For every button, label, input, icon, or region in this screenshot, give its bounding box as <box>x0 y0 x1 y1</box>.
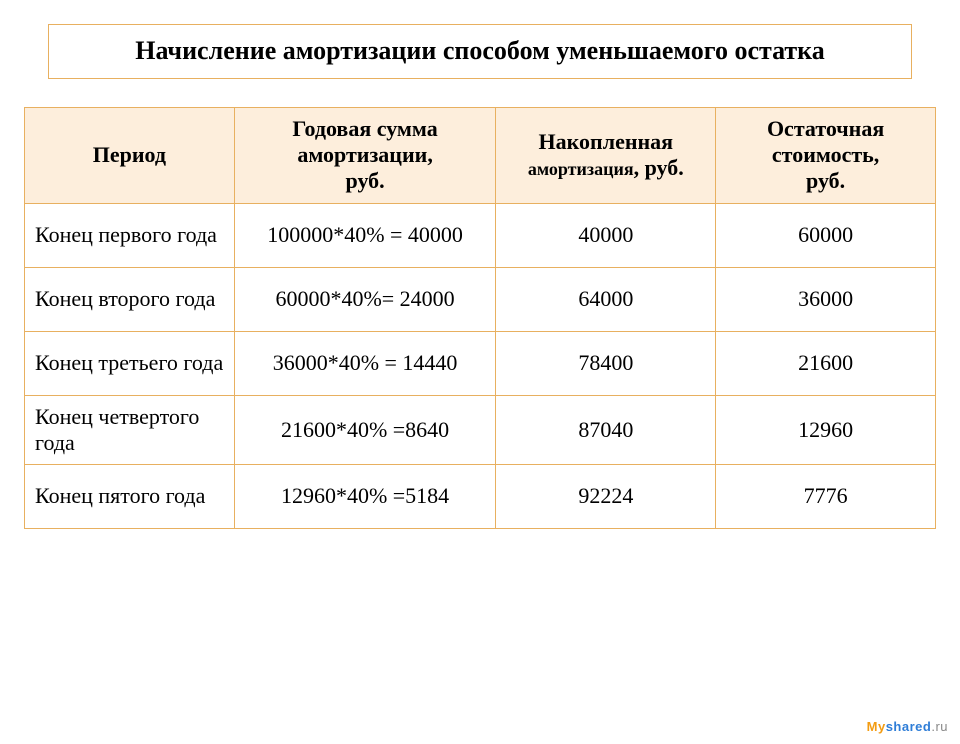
watermark-shared: shared <box>886 719 932 734</box>
col-header-accum-l2: амортизация <box>528 159 634 179</box>
col-header-annual-l3: руб. <box>346 168 385 193</box>
watermark-my: My <box>867 719 886 734</box>
cell-accum: 87040 <box>496 395 716 464</box>
col-header-annual-l2: амортизации, <box>297 142 433 167</box>
table-body: Конец первого года 100000*40% = 40000 40… <box>25 203 936 528</box>
table-header-row: Период Годовая сумма амортизации, руб. Н… <box>25 107 936 203</box>
table-row: Конец второго года 60000*40%= 24000 6400… <box>25 267 936 331</box>
col-header-resid-l3: руб. <box>806 168 845 193</box>
col-header-accum-l1: Накопленная <box>539 129 674 154</box>
cell-accum: 78400 <box>496 331 716 395</box>
cell-accum: 92224 <box>496 464 716 528</box>
col-header-resid-l2: стоимость, <box>772 142 879 167</box>
table-row: Конец пятого года 12960*40% =5184 92224 … <box>25 464 936 528</box>
col-header-period-text: Период <box>93 142 166 167</box>
cell-period: Конец пятого года <box>25 464 235 528</box>
cell-annual: 12960*40% =5184 <box>234 464 496 528</box>
watermark-ru: .ru <box>931 719 948 734</box>
cell-period: Конец второго года <box>25 267 235 331</box>
table-row: Конец третьего года 36000*40% = 14440 78… <box>25 331 936 395</box>
col-header-accum: Накопленная амортизация, руб. <box>496 107 716 203</box>
cell-resid: 7776 <box>716 464 936 528</box>
col-header-accum-l3: , руб. <box>634 155 684 180</box>
cell-period: Конец четвертого года <box>25 395 235 464</box>
depreciation-table: Период Годовая сумма амортизации, руб. Н… <box>24 107 936 529</box>
cell-resid: 36000 <box>716 267 936 331</box>
col-header-resid-l1: Остаточная <box>767 116 884 141</box>
page-title: Начисление амортизации способом уменьшае… <box>69 35 891 68</box>
col-header-period: Период <box>25 107 235 203</box>
cell-annual: 100000*40% = 40000 <box>234 203 496 267</box>
col-header-annual-l1: Годовая сумма <box>292 116 437 141</box>
col-header-resid: Остаточная стоимость, руб. <box>716 107 936 203</box>
cell-resid: 21600 <box>716 331 936 395</box>
cell-accum: 64000 <box>496 267 716 331</box>
cell-resid: 12960 <box>716 395 936 464</box>
cell-annual: 21600*40% =8640 <box>234 395 496 464</box>
cell-period: Конец третьего года <box>25 331 235 395</box>
watermark: Myshared.ru <box>867 719 948 734</box>
cell-accum: 40000 <box>496 203 716 267</box>
cell-resid: 60000 <box>716 203 936 267</box>
cell-annual: 60000*40%= 24000 <box>234 267 496 331</box>
col-header-annual: Годовая сумма амортизации, руб. <box>234 107 496 203</box>
cell-annual: 36000*40% = 14440 <box>234 331 496 395</box>
table-row: Конец четвертого года 21600*40% =8640 87… <box>25 395 936 464</box>
cell-period: Конец первого года <box>25 203 235 267</box>
title-box: Начисление амортизации способом уменьшае… <box>48 24 912 79</box>
table-row: Конец первого года 100000*40% = 40000 40… <box>25 203 936 267</box>
